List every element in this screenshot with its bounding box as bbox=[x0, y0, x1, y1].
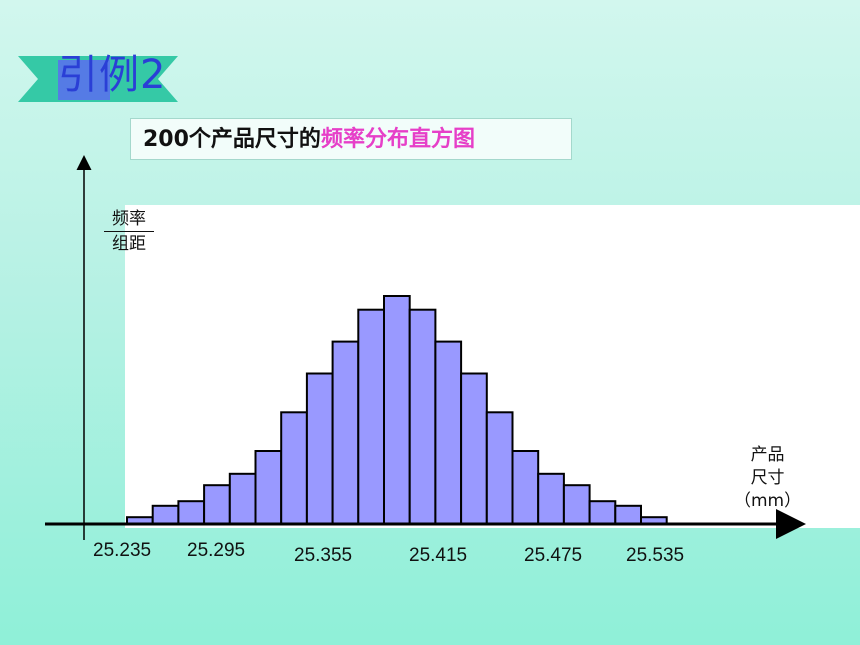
histogram-bar bbox=[331, 340, 360, 525]
histogram-bar bbox=[151, 504, 180, 525]
bars-group bbox=[126, 295, 668, 526]
fraction-line bbox=[104, 231, 154, 232]
slide-heading: 引例2 bbox=[58, 52, 167, 98]
histogram-bar bbox=[280, 411, 308, 525]
histogram-bar bbox=[562, 484, 591, 526]
histogram-bar bbox=[537, 472, 565, 525]
histogram-bar bbox=[383, 295, 411, 525]
histogram-bar bbox=[228, 472, 257, 525]
histogram-bar bbox=[588, 500, 617, 526]
histogram-bar bbox=[614, 504, 642, 525]
histogram-bar bbox=[434, 340, 463, 525]
x-axis-label-line2: 尺寸 bbox=[750, 468, 785, 488]
x-axis-label: 产品 尺寸 （mm） bbox=[734, 444, 801, 513]
y-axis-label: 频率 组距 bbox=[104, 208, 154, 255]
y-axis-label-bottom: 组距 bbox=[112, 234, 146, 254]
histogram-bar bbox=[177, 500, 206, 526]
x-tick-label: 25.475 bbox=[524, 545, 583, 566]
chart-title: 200个产品尺寸的频率分布直方图 bbox=[130, 118, 572, 160]
x-tick-label: 25.235 bbox=[93, 540, 152, 561]
histogram-bar bbox=[305, 372, 334, 525]
title-prefix: 200个产品尺寸的 bbox=[143, 127, 321, 152]
histogram-bar bbox=[511, 450, 540, 525]
x-tick-label: 25.295 bbox=[187, 540, 246, 561]
histogram-bar bbox=[408, 308, 437, 526]
title-banner bbox=[18, 56, 178, 102]
histogram-bar bbox=[357, 308, 385, 526]
title-highlight: 频率分布直方图 bbox=[320, 127, 475, 152]
x-tick-label: 25.535 bbox=[626, 545, 685, 566]
x-tick-label: 25.355 bbox=[294, 545, 353, 566]
x-tick-label: 25.415 bbox=[409, 545, 468, 566]
histogram-bar bbox=[485, 411, 514, 525]
histogram-bar bbox=[203, 484, 231, 526]
y-axis-label-top: 频率 bbox=[112, 209, 146, 229]
x-axis-label-line1: 产品 bbox=[750, 445, 785, 465]
histogram-bar bbox=[254, 450, 283, 525]
x-axis-label-unit: （mm） bbox=[734, 491, 802, 511]
histogram-bar bbox=[460, 372, 488, 525]
